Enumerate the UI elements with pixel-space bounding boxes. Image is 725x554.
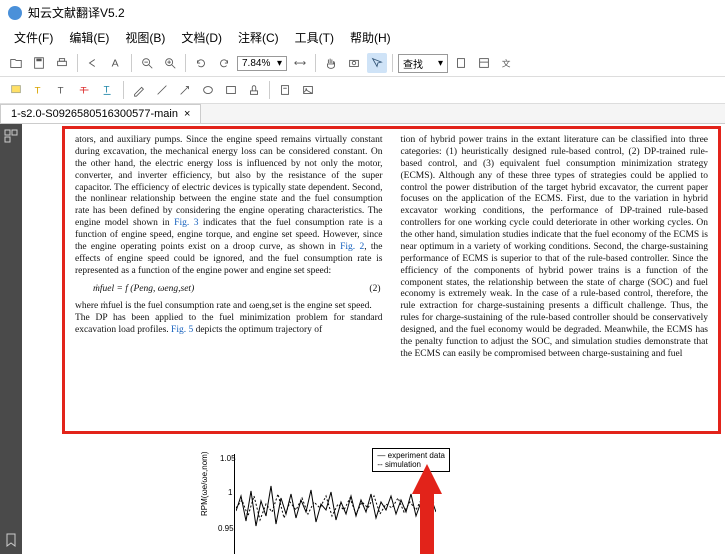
- bookmark-icon[interactable]: [3, 532, 19, 548]
- svg-text:A: A: [112, 58, 119, 70]
- ytick: 1.05: [220, 454, 236, 463]
- image-icon[interactable]: [298, 80, 318, 100]
- text-tool-icon[interactable]: A: [106, 53, 126, 73]
- menu-bar: 文件(F) 编辑(E) 视图(B) 文档(D) 注释(C) 工具(T) 帮助(H…: [0, 25, 725, 50]
- arrow-icon[interactable]: [175, 80, 195, 100]
- rect-icon[interactable]: [221, 80, 241, 100]
- menu-file[interactable]: 文件(F): [8, 27, 59, 48]
- app-icon: [8, 6, 22, 20]
- rotate-left-icon[interactable]: [191, 53, 211, 73]
- separator: [269, 81, 270, 99]
- left-sidebar: [0, 124, 22, 554]
- app-title: 知云文献翻译V5.2: [28, 4, 125, 21]
- separator: [392, 54, 393, 72]
- svg-text:文: 文: [502, 58, 511, 69]
- menu-help[interactable]: 帮助(H): [344, 27, 397, 48]
- document-tab[interactable]: 1-s2.0-S0926580516300577-main ×: [0, 104, 201, 123]
- separator: [77, 54, 78, 72]
- tab-bar: 1-s2.0-S0926580516300577-main ×: [0, 104, 725, 124]
- right-column: tion of hybrid power trains in the extan…: [401, 135, 709, 361]
- main-toolbar: A 7.84%▾ 查找▾ 文: [0, 50, 725, 77]
- zoom-out-icon[interactable]: [137, 53, 157, 73]
- fig3-link[interactable]: Fig. 3: [174, 218, 198, 228]
- ytick: 1: [228, 488, 232, 497]
- undo-icon[interactable]: [83, 53, 103, 73]
- title-bar: 知云文献翻译V5.2: [0, 0, 725, 25]
- red-arrow-annotation: [402, 464, 452, 554]
- save-icon[interactable]: [29, 53, 49, 73]
- line-icon[interactable]: [152, 80, 172, 100]
- equation: ṁfuel = f (Peng, ωeng,set): [93, 284, 194, 296]
- hand-icon[interactable]: [321, 53, 341, 73]
- svg-text:T: T: [35, 86, 41, 97]
- annotation-toolbar: T T T T: [0, 77, 725, 104]
- stamp-icon[interactable]: [244, 80, 264, 100]
- separator: [315, 54, 316, 72]
- zoom-level[interactable]: 7.84%▾: [237, 56, 287, 71]
- content-area: ators, and auxiliary pumps. Since the en…: [0, 124, 725, 554]
- pencil-icon[interactable]: [129, 80, 149, 100]
- form-icon[interactable]: [474, 53, 494, 73]
- strike-icon[interactable]: T: [75, 80, 95, 100]
- fig2-link[interactable]: Fig. 2: [340, 242, 364, 252]
- print-icon[interactable]: [52, 53, 72, 73]
- circle-icon[interactable]: [198, 80, 218, 100]
- document-viewport[interactable]: ators, and auxiliary pumps. Since the en…: [22, 124, 725, 554]
- highlight-icon[interactable]: T: [29, 80, 49, 100]
- equation-row: ṁfuel = f (Peng, ωeng,set) (2): [75, 278, 383, 302]
- menu-comment[interactable]: 注释(C): [232, 27, 285, 48]
- open-icon[interactable]: [6, 53, 26, 73]
- ytick: 0.95: [218, 524, 234, 533]
- fig5-link[interactable]: Fig. 5: [171, 325, 193, 335]
- para-dp: The DP has been applied to the fuel mini…: [75, 313, 383, 337]
- tab-close-icon[interactable]: ×: [184, 108, 190, 120]
- snapshot-icon[interactable]: [344, 53, 364, 73]
- chart-ylabel: RPM(ωe/ωe,nom): [200, 451, 209, 516]
- zoom-in-icon[interactable]: [160, 53, 180, 73]
- attach-icon[interactable]: [275, 80, 295, 100]
- underline-icon[interactable]: T: [98, 80, 118, 100]
- translate-icon[interactable]: 文: [497, 53, 517, 73]
- left-column: ators, and auxiliary pumps. Since the en…: [75, 135, 383, 361]
- thumbnails-icon[interactable]: [3, 128, 19, 144]
- highlight-box: ators, and auxiliary pumps. Since the en…: [62, 126, 721, 434]
- para-where: where ṁfuel is the fuel consumption rate…: [75, 301, 383, 313]
- separator: [123, 81, 124, 99]
- separator: [131, 54, 132, 72]
- menu-view[interactable]: 视图(B): [119, 27, 171, 48]
- menu-doc[interactable]: 文档(D): [175, 27, 228, 48]
- svg-text:T: T: [81, 86, 87, 97]
- svg-text:T: T: [58, 86, 64, 97]
- separator: [185, 54, 186, 72]
- menu-edit[interactable]: 编辑(E): [63, 27, 115, 48]
- text-annot-icon[interactable]: T: [52, 80, 72, 100]
- note-icon[interactable]: [6, 80, 26, 100]
- tab-label: 1-s2.0-S0926580516300577-main: [11, 108, 178, 120]
- rotate-right-icon[interactable]: [214, 53, 234, 73]
- clipboard-icon[interactable]: [451, 53, 471, 73]
- menu-tool[interactable]: 工具(T): [289, 27, 340, 48]
- search-input[interactable]: 查找▾: [398, 54, 448, 73]
- fit-width-icon[interactable]: [290, 53, 310, 73]
- select-icon[interactable]: [367, 53, 387, 73]
- equation-number: (2): [369, 284, 380, 296]
